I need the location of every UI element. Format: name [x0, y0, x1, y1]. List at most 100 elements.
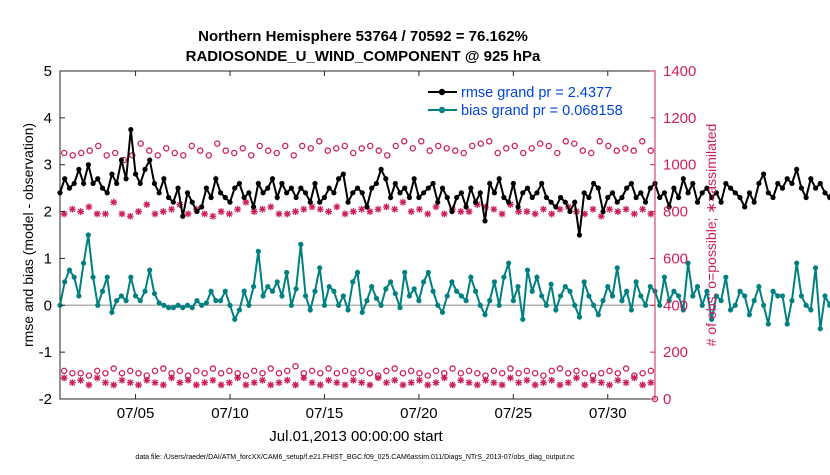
obs-assimilated-marker [349, 208, 357, 215]
obs-possible-marker [324, 147, 331, 154]
rmse-point [657, 194, 663, 201]
rmse-point [321, 194, 328, 201]
bias-point [66, 267, 73, 273]
bias-point [95, 302, 101, 308]
obs-possible-marker [494, 149, 501, 157]
bias-point [354, 269, 361, 276]
obs-possible-marker [217, 369, 225, 377]
obs-assimilated-marker [391, 376, 399, 384]
obs-assimilated-marker [308, 203, 316, 211]
bias-point [416, 298, 422, 304]
rmse-point [199, 204, 205, 210]
rmse-point [732, 190, 738, 196]
obs-possible-marker [69, 152, 77, 159]
plot-area [59, 70, 656, 400]
rmse-point [373, 180, 379, 187]
rmse-point [572, 199, 578, 205]
rmse-point [591, 180, 597, 187]
obs-possible-marker [112, 149, 119, 157]
bias-point [156, 300, 162, 306]
obs-assimilated-marker [126, 212, 134, 220]
bias-point [180, 305, 186, 311]
bias-point [99, 288, 106, 294]
obs-possible-marker [349, 149, 357, 157]
bias-point [718, 298, 724, 304]
rmse-point [142, 166, 148, 172]
obs-possible-marker [69, 369, 76, 377]
rmse-point [770, 194, 776, 201]
bias-point [586, 293, 592, 299]
rmse-point [260, 190, 266, 196]
bias-point [770, 288, 776, 294]
obs-assimilated-marker [614, 208, 622, 215]
obs-assimilated-marker [581, 210, 589, 218]
bias-point [680, 307, 686, 313]
bias-point [812, 265, 819, 271]
bias-point [161, 302, 167, 308]
obs-assimilated-marker [556, 381, 564, 389]
rmse-point [746, 190, 753, 196]
rmse-point [595, 185, 601, 191]
obs-assimilated-marker [292, 208, 299, 215]
bias-point [761, 302, 767, 308]
obs-assimilated-marker [242, 381, 250, 389]
rmse-point [354, 185, 361, 191]
rmse-point [203, 185, 209, 191]
obs-assimilated-marker [184, 210, 192, 218]
obs-assimilated-marker [432, 203, 440, 211]
chart-title-line2: RADIOSONDE_U_WIND_COMPONENT @ 925 hPa [186, 48, 541, 65]
rmse-point [506, 199, 512, 205]
obs-assimilated-marker [506, 374, 514, 382]
obs-assimilated-marker [201, 210, 209, 218]
obs-assimilated-marker [383, 203, 390, 211]
obs-possible-marker [145, 147, 153, 154]
obs-assimilated-marker [581, 381, 589, 389]
obs-assimilated-marker [391, 205, 399, 213]
bias-point [822, 293, 828, 299]
rmse-point [194, 208, 200, 215]
obs-possible-marker [128, 152, 136, 159]
obs-assimilated-marker [126, 379, 134, 386]
bias-point [685, 260, 691, 266]
rmse-point [359, 190, 365, 196]
rmse-point [808, 176, 814, 182]
bias-point [307, 307, 313, 313]
rmse-point [454, 194, 460, 201]
obs-assimilated-marker [209, 212, 217, 220]
bias-point [227, 302, 233, 308]
rmse-point [189, 199, 195, 205]
rmse-point [340, 171, 346, 177]
obs-assimilated-marker [118, 376, 126, 384]
rmse-point [737, 194, 743, 201]
rmse-point [676, 194, 682, 201]
bias-point [189, 305, 195, 311]
bias-point [789, 298, 795, 304]
obs-assimilated-marker [424, 381, 432, 389]
rmse-point [704, 185, 710, 191]
obs-assimilated-marker [407, 208, 415, 215]
obs-count-layer [60, 138, 659, 403]
bias-point [251, 283, 257, 290]
obs-possible-marker [193, 367, 200, 375]
rmse-point [779, 185, 786, 191]
obs-assimilated-marker [540, 205, 547, 213]
bias-point [595, 312, 601, 318]
bias-point [482, 312, 488, 318]
obs-possible-marker [284, 367, 291, 375]
obs-possible-marker [230, 149, 238, 157]
bias-point [217, 298, 224, 304]
y-left-tick-label: 4 [44, 110, 52, 127]
rmse-point [534, 190, 540, 196]
rmse-point [539, 180, 545, 187]
obs-assimilated-marker [283, 376, 291, 384]
obs-assimilated-marker [267, 381, 275, 389]
rmse-point [642, 199, 649, 205]
rmse-point [761, 171, 767, 177]
bias-point [213, 298, 219, 304]
bias-point [147, 267, 153, 273]
bias-point [284, 269, 290, 276]
obs-possible-marker [490, 367, 498, 375]
bias-point [435, 302, 441, 308]
x-axis-label: Jul.01,2013 00:00:00 start [269, 428, 443, 445]
